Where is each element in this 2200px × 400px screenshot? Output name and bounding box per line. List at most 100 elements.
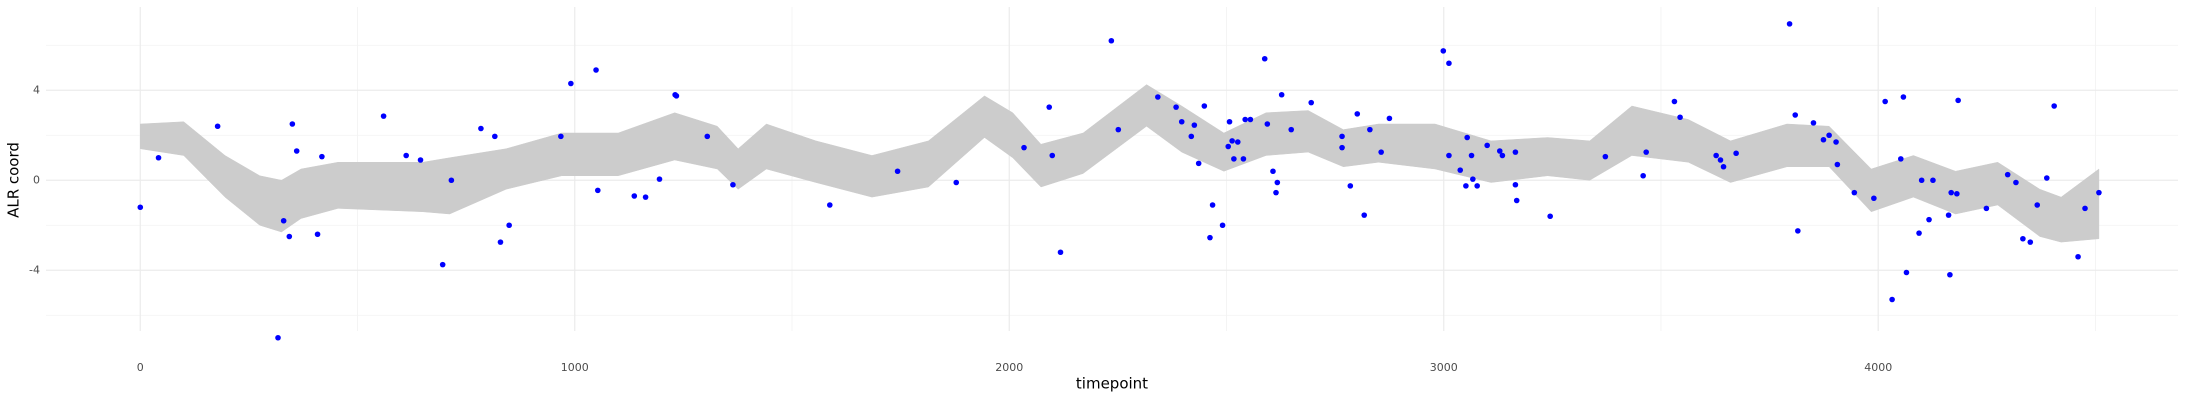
point	[314, 231, 321, 238]
point	[1347, 183, 1354, 189]
point	[1155, 94, 1161, 100]
point	[137, 204, 144, 211]
x-axis-title: timepoint	[1076, 375, 1148, 393]
point	[1916, 230, 1922, 236]
point	[1889, 296, 1895, 303]
point	[1264, 121, 1271, 127]
point	[1947, 271, 1953, 278]
point	[1795, 228, 1801, 234]
point	[730, 181, 736, 188]
point	[1229, 138, 1235, 144]
point	[2075, 253, 2081, 260]
y-axis-title: ALR coord	[5, 142, 23, 218]
point	[1513, 197, 1520, 204]
point	[1547, 213, 1553, 220]
point	[1173, 104, 1179, 110]
point	[1834, 161, 1841, 168]
point	[568, 80, 574, 87]
x-tick-label: 1000	[561, 361, 589, 374]
point	[380, 113, 387, 119]
point	[2013, 179, 2019, 186]
point	[827, 202, 833, 208]
point	[1219, 222, 1226, 229]
point	[448, 177, 455, 184]
point	[1440, 48, 1447, 54]
point	[1733, 150, 1739, 157]
point	[1918, 177, 1925, 184]
point	[1820, 136, 1827, 143]
point	[1446, 152, 1452, 159]
point	[953, 179, 960, 186]
point	[2020, 235, 2026, 242]
point	[673, 93, 680, 99]
point	[439, 261, 446, 268]
point	[1057, 249, 1064, 256]
point	[1826, 132, 1832, 139]
point	[1240, 156, 1247, 162]
point	[1273, 189, 1279, 196]
point	[478, 125, 484, 132]
point	[1463, 183, 1469, 189]
point	[1308, 99, 1315, 106]
y-tick-label: 4	[33, 83, 40, 96]
point	[558, 133, 564, 140]
point	[704, 133, 711, 140]
point	[1602, 153, 1609, 160]
point	[1810, 120, 1817, 126]
point	[1499, 152, 1506, 159]
point	[2096, 189, 2102, 196]
point	[293, 148, 300, 154]
point	[492, 133, 498, 140]
point	[1851, 189, 1858, 196]
point	[1926, 216, 1932, 223]
point	[1207, 234, 1213, 241]
point	[506, 222, 512, 229]
point	[1242, 116, 1248, 123]
point	[1446, 60, 1452, 67]
point	[656, 176, 663, 182]
point	[1464, 134, 1470, 141]
point	[594, 187, 601, 194]
point	[642, 194, 649, 200]
point	[1945, 212, 1952, 218]
point	[1201, 103, 1208, 109]
point	[1386, 115, 1393, 122]
point	[1871, 195, 1877, 202]
point	[1457, 167, 1464, 173]
plot-area	[137, 21, 2102, 341]
point	[2051, 103, 2057, 109]
point	[1640, 172, 1646, 179]
point	[1195, 160, 1202, 167]
point	[593, 67, 599, 73]
point	[1354, 111, 1361, 117]
point	[1191, 122, 1198, 128]
point	[155, 154, 162, 161]
point	[1339, 133, 1345, 140]
point	[1954, 190, 1960, 197]
point	[1378, 149, 1384, 155]
y-tick-label: -4	[29, 263, 40, 276]
point	[1717, 157, 1724, 163]
point	[1882, 98, 1888, 105]
point	[1900, 94, 1907, 100]
point	[1930, 177, 1936, 184]
y-tick-label: 0	[33, 173, 40, 186]
point	[2082, 205, 2088, 212]
point	[319, 153, 325, 160]
point	[1720, 163, 1727, 170]
point	[631, 193, 638, 199]
point	[417, 157, 424, 163]
point	[1833, 139, 1839, 145]
point	[275, 334, 281, 341]
point	[1261, 55, 1268, 62]
point	[286, 233, 293, 240]
point	[1713, 152, 1719, 159]
point	[1108, 37, 1115, 44]
point	[497, 239, 504, 245]
point	[894, 168, 901, 175]
x-tick-label: 3000	[1430, 361, 1458, 374]
point	[280, 217, 287, 224]
point	[1955, 97, 1961, 104]
point	[1115, 126, 1122, 133]
